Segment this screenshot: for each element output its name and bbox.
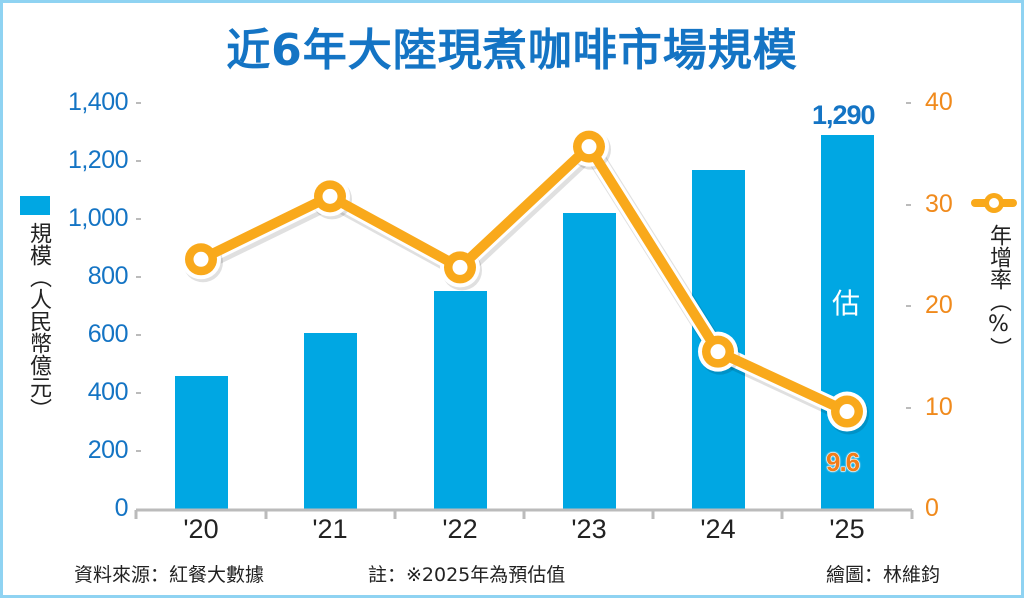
left-axis-label: 規模（人民幣億元） [26, 222, 51, 420]
x-tick-label: '21 [312, 514, 348, 544]
right-tick-label: 10 [925, 392, 953, 421]
right-tick-label: 0 [925, 494, 939, 522]
source-note: 資料來源：紅餐大數據 [74, 564, 265, 586]
left-tick-label: 800 [87, 262, 129, 290]
right-tick-label: 20 [925, 291, 953, 319]
x-tick-label: '25 [829, 514, 865, 544]
left-tick-label: 600 [87, 320, 129, 348]
chart-title: 近6年大陸現煮咖啡市場規模 [226, 25, 798, 76]
left-tick-mark [136, 392, 141, 394]
bar [820, 134, 874, 509]
estimate-mark: 估 [832, 287, 861, 320]
left-tick-mark [136, 450, 141, 452]
bar-legend-swatch-icon [20, 196, 50, 215]
credit-note: 繪圖：林維鈞 [826, 564, 941, 586]
x-tick-label: '20 [183, 514, 219, 544]
left-tick-label: 200 [87, 436, 129, 464]
growth-rate-line [198, 141, 850, 417]
left-tick-label: 1,200 [67, 146, 129, 174]
right-tick-label: 40 [925, 88, 953, 116]
estimate-note: 註：※2025年為預估值 [368, 564, 566, 586]
x-tick-label: '22 [442, 514, 478, 544]
left-tick-mark [136, 102, 141, 104]
bar [562, 213, 616, 509]
right-tick-label: 30 [925, 189, 953, 218]
x-tick-label: '23 [571, 514, 607, 544]
right-tick-mark [906, 102, 911, 104]
left-tick-mark [136, 218, 141, 220]
x-tick-label: '24 [700, 514, 736, 544]
left-tick-label: 0 [114, 494, 129, 522]
left-tick-label: 1,000 [67, 204, 129, 232]
left-tick-mark [136, 334, 141, 336]
right-tick-mark [906, 203, 911, 206]
right-tick-mark [906, 305, 911, 307]
left-tick-mark [136, 160, 141, 162]
bar [303, 332, 357, 509]
bar [433, 290, 487, 509]
last-point-value-label: 9.6 [825, 447, 860, 478]
right-tick-mark [906, 406, 911, 409]
left-tick-mark [136, 276, 141, 278]
last-bar-value-label: 1,290 [812, 100, 876, 130]
bar [174, 375, 228, 509]
left-tick-label: 400 [87, 378, 129, 406]
left-tick-label: 1,400 [67, 88, 129, 116]
right-axis-label: 年增率（%） [986, 224, 1011, 359]
